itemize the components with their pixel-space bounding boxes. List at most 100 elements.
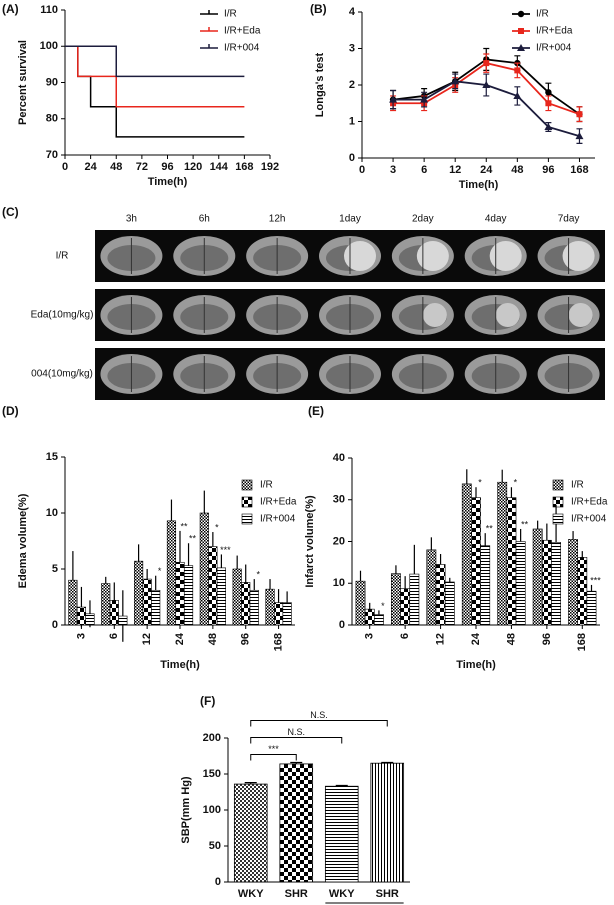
y-tick-label: 0 bbox=[349, 152, 355, 164]
lesion bbox=[416, 241, 449, 271]
y-tick-label: 100 bbox=[203, 804, 221, 816]
marker bbox=[483, 60, 490, 67]
significance: * bbox=[381, 601, 385, 611]
significance: ** bbox=[189, 534, 197, 544]
mri-panel bbox=[95, 230, 605, 400]
column-label: 3h bbox=[126, 214, 137, 225]
bar bbox=[199, 512, 209, 626]
legend-label: I/R+004 bbox=[260, 514, 296, 525]
marker bbox=[513, 91, 522, 99]
bar bbox=[541, 539, 552, 626]
comparison-label: N.S. bbox=[310, 710, 328, 720]
bar bbox=[391, 573, 401, 626]
x-tick-label: 3 bbox=[75, 633, 87, 639]
bar bbox=[532, 528, 543, 626]
column-label: 7day bbox=[558, 214, 580, 225]
significance: ** bbox=[180, 521, 188, 531]
legend-swatch bbox=[552, 513, 564, 525]
panel-label: (D) bbox=[2, 404, 19, 418]
bar bbox=[85, 613, 95, 626]
significance: * bbox=[215, 522, 219, 532]
bar bbox=[282, 602, 292, 626]
column-label: 12h bbox=[269, 214, 286, 225]
y-tick-label: 110 bbox=[40, 4, 58, 16]
legend-label: I/R bbox=[571, 480, 584, 491]
bar bbox=[279, 763, 314, 883]
bar bbox=[183, 565, 194, 626]
legend-label: I/R+Eda bbox=[536, 26, 573, 37]
significance: *** bbox=[590, 575, 601, 585]
lesion bbox=[344, 241, 376, 271]
x-tick-label: 3 bbox=[390, 164, 396, 176]
x-axis-label: Time(h) bbox=[160, 659, 200, 671]
y-tick-label: 40 bbox=[333, 452, 345, 464]
y-axis-label: Edema volume(%) bbox=[17, 493, 29, 588]
x-tick-label: 192 bbox=[261, 161, 279, 173]
x-tick-label: 24 bbox=[480, 164, 493, 176]
x-tick-label: 6 bbox=[421, 164, 427, 176]
bar bbox=[515, 541, 526, 626]
x-axis-label: Time(h) bbox=[459, 179, 499, 191]
marker bbox=[545, 100, 552, 107]
y-tick-label: 0 bbox=[339, 619, 345, 631]
bar bbox=[586, 590, 597, 626]
x-tick-label: 48 bbox=[207, 633, 219, 645]
x-tick-label: 96 bbox=[542, 164, 554, 176]
bar bbox=[426, 549, 437, 626]
bar bbox=[68, 579, 78, 626]
column-label: 1day bbox=[339, 214, 361, 225]
legend-swatch bbox=[552, 479, 564, 491]
significance: *** bbox=[220, 545, 231, 555]
legend-label: I/R+004 bbox=[224, 43, 260, 54]
x-tick-label: 144 bbox=[210, 161, 229, 173]
bar bbox=[273, 602, 284, 626]
y-tick-label: 200 bbox=[203, 732, 221, 744]
bar bbox=[216, 567, 226, 626]
x-tick-label: 168 bbox=[272, 633, 284, 651]
x-tick-label: 0 bbox=[359, 164, 365, 176]
legend-label: I/R+Eda bbox=[224, 26, 261, 37]
x-tick-label: 24 bbox=[174, 632, 186, 645]
bar bbox=[355, 580, 366, 626]
y-tick-label: 4 bbox=[349, 6, 356, 18]
legend-swatch bbox=[241, 513, 253, 525]
y-tick-label: 20 bbox=[333, 535, 345, 547]
marker bbox=[518, 28, 524, 34]
bar bbox=[444, 581, 455, 626]
lesion bbox=[562, 241, 595, 271]
column-label: 4day bbox=[485, 214, 507, 225]
panel-label: (C) bbox=[2, 205, 19, 219]
lesion bbox=[489, 241, 522, 271]
x-tick-label: SHR bbox=[285, 888, 308, 900]
survival-line bbox=[65, 45, 245, 78]
y-tick-label: 150 bbox=[203, 768, 221, 780]
panel-label: (F) bbox=[200, 694, 215, 708]
y-tick-label: 10 bbox=[46, 507, 58, 519]
legend-label: I/R bbox=[536, 9, 549, 20]
y-tick-label: 10 bbox=[333, 577, 345, 589]
marker bbox=[389, 95, 398, 103]
x-tick-label: 6 bbox=[399, 633, 411, 639]
legend-swatch bbox=[552, 496, 564, 508]
y-tick-label: 80 bbox=[46, 113, 58, 125]
y-tick-label: 0 bbox=[52, 619, 58, 631]
marker bbox=[420, 95, 429, 103]
x-tick-label: WKY bbox=[329, 888, 355, 900]
bar bbox=[577, 557, 588, 626]
bar bbox=[134, 560, 144, 626]
row-label: I/R bbox=[56, 251, 69, 262]
bar bbox=[175, 561, 185, 626]
legend-swatch bbox=[241, 479, 253, 491]
legend-label: I/R bbox=[260, 480, 273, 491]
lesion bbox=[422, 303, 447, 327]
x-tick-label: 96 bbox=[161, 161, 173, 173]
x-tick-label: SHR bbox=[376, 888, 399, 900]
x-tick-label: 168 bbox=[235, 161, 253, 173]
bar bbox=[364, 608, 375, 626]
x-tick-label: 24 bbox=[470, 632, 482, 645]
bar bbox=[400, 588, 411, 626]
x-tick-label: 6 bbox=[108, 633, 120, 639]
x-tick-label: 0 bbox=[62, 161, 68, 173]
legend-swatch bbox=[241, 496, 253, 508]
y-axis-label: Infarct volume(%) bbox=[304, 495, 316, 588]
